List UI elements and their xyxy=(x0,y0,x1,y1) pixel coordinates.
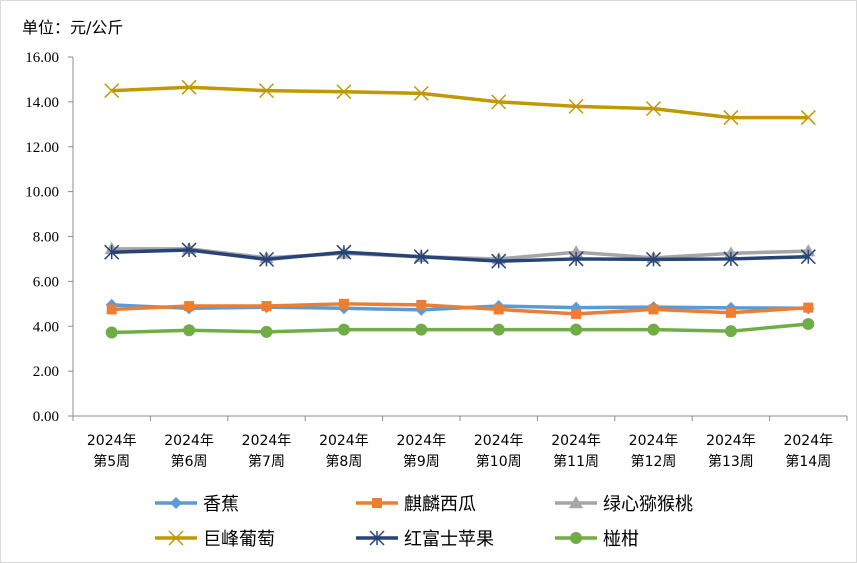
data-point xyxy=(491,94,507,110)
legend-entry: 麒麟西瓜 xyxy=(356,494,476,515)
series-line xyxy=(111,248,809,263)
legend-entry: 红富士苹果 xyxy=(356,529,494,550)
y-tick-label: 14.00 xyxy=(25,95,59,111)
data-point xyxy=(645,101,662,117)
legend-label: 香蕉 xyxy=(203,494,239,515)
plot-area xyxy=(104,79,816,339)
x-tick-label: 第8周 xyxy=(325,453,362,470)
x-tick-label: 2024年 xyxy=(706,433,756,449)
series-line xyxy=(111,85,809,120)
data-point xyxy=(413,249,429,265)
data-point xyxy=(415,323,428,336)
legend-entry: 巨峰葡萄 xyxy=(155,529,275,550)
data-point xyxy=(723,251,739,267)
x-tick-label: 2024年 xyxy=(783,433,833,449)
x-tick-label: 2024年 xyxy=(242,433,292,449)
x-tick-label: 2024年 xyxy=(319,433,369,449)
data-point xyxy=(802,318,815,331)
data-point xyxy=(416,299,427,310)
legend-label: 麒麟西瓜 xyxy=(404,494,476,515)
data-point xyxy=(648,304,659,315)
x-tick-label: 第11周 xyxy=(553,453,599,470)
series-line xyxy=(111,322,809,335)
x-tick-label: 第7周 xyxy=(248,453,285,470)
data-point xyxy=(723,110,739,126)
x-tick-label: 2024年 xyxy=(629,433,679,449)
data-point xyxy=(104,244,120,260)
x-tick-label: 2024年 xyxy=(474,433,524,449)
data-point xyxy=(258,251,275,267)
x-tick-label: 2024年 xyxy=(87,433,137,449)
legend-marker xyxy=(168,530,184,546)
x-tick-label: 第13周 xyxy=(708,453,754,470)
data-point xyxy=(493,304,504,315)
legend-label: 巨峰葡萄 xyxy=(203,529,275,550)
legend-entry: 椪柑 xyxy=(555,529,639,550)
y-tick-label: 0.00 xyxy=(33,409,59,425)
x-tick-label: 2024年 xyxy=(164,433,214,449)
axes: 0.00 2.00 4.00 6.00 8.00 10.00 12.00 14.00 16.00… xyxy=(25,50,848,470)
legend-marker xyxy=(170,497,182,509)
data-point xyxy=(491,253,507,269)
data-point xyxy=(647,323,660,336)
series-line xyxy=(111,302,809,316)
x-tick-label: 第5周 xyxy=(93,453,130,470)
y-tick-label: 2.00 xyxy=(33,364,59,380)
data-point xyxy=(183,324,196,337)
data-point xyxy=(260,325,273,338)
data-point xyxy=(800,110,816,126)
legend-label: 红富士苹果 xyxy=(404,529,494,550)
x-tick-label: 第9周 xyxy=(403,453,440,470)
data-point xyxy=(645,251,662,267)
data-point xyxy=(258,83,275,99)
data-point xyxy=(725,307,736,318)
legend-marker xyxy=(369,530,385,546)
data-point xyxy=(104,83,120,99)
data-point xyxy=(336,244,352,260)
y-tick-label: 4.00 xyxy=(33,319,59,335)
data-point xyxy=(337,323,350,336)
y-tick-label: 16.00 xyxy=(25,50,59,66)
data-point xyxy=(724,325,737,338)
legend-marker xyxy=(372,498,382,508)
legend-entry: 绿心猕猴桃 xyxy=(555,494,693,515)
data-point xyxy=(492,323,505,336)
legend-entry: 香蕉 xyxy=(155,494,239,515)
legend-label: 绿心猕猴桃 xyxy=(603,494,693,515)
y-tick-label: 8.00 xyxy=(33,230,59,246)
x-tick-label: 2024年 xyxy=(396,433,446,449)
unit-label: 单位：元/公斤 xyxy=(22,18,124,37)
data-point xyxy=(570,323,583,336)
data-point xyxy=(568,251,584,267)
data-point xyxy=(336,84,352,100)
data-point xyxy=(181,79,197,95)
y-tick-label: 6.00 xyxy=(33,274,59,290)
data-point xyxy=(571,308,582,319)
x-tick-label: 2024年 xyxy=(551,433,601,449)
data-point xyxy=(106,304,117,315)
data-point xyxy=(105,326,118,339)
y-tick-label: 12.00 xyxy=(25,140,59,156)
y-tick-label: 10.00 xyxy=(25,185,59,201)
legend-marker xyxy=(570,532,582,544)
data-point xyxy=(338,298,349,309)
data-point xyxy=(261,301,272,312)
data-point xyxy=(803,302,814,313)
data-point xyxy=(568,98,584,114)
x-tick-label: 第10周 xyxy=(476,453,522,470)
data-point xyxy=(800,249,816,265)
legend-marker xyxy=(569,496,583,509)
data-point xyxy=(184,301,195,312)
legend-label: 椪柑 xyxy=(603,529,639,550)
x-tick-label: 第6周 xyxy=(171,453,208,470)
data-point xyxy=(413,85,429,101)
x-tick-label: 第14周 xyxy=(785,453,831,470)
x-tick-label: 第12周 xyxy=(631,453,677,470)
data-point xyxy=(181,242,197,258)
